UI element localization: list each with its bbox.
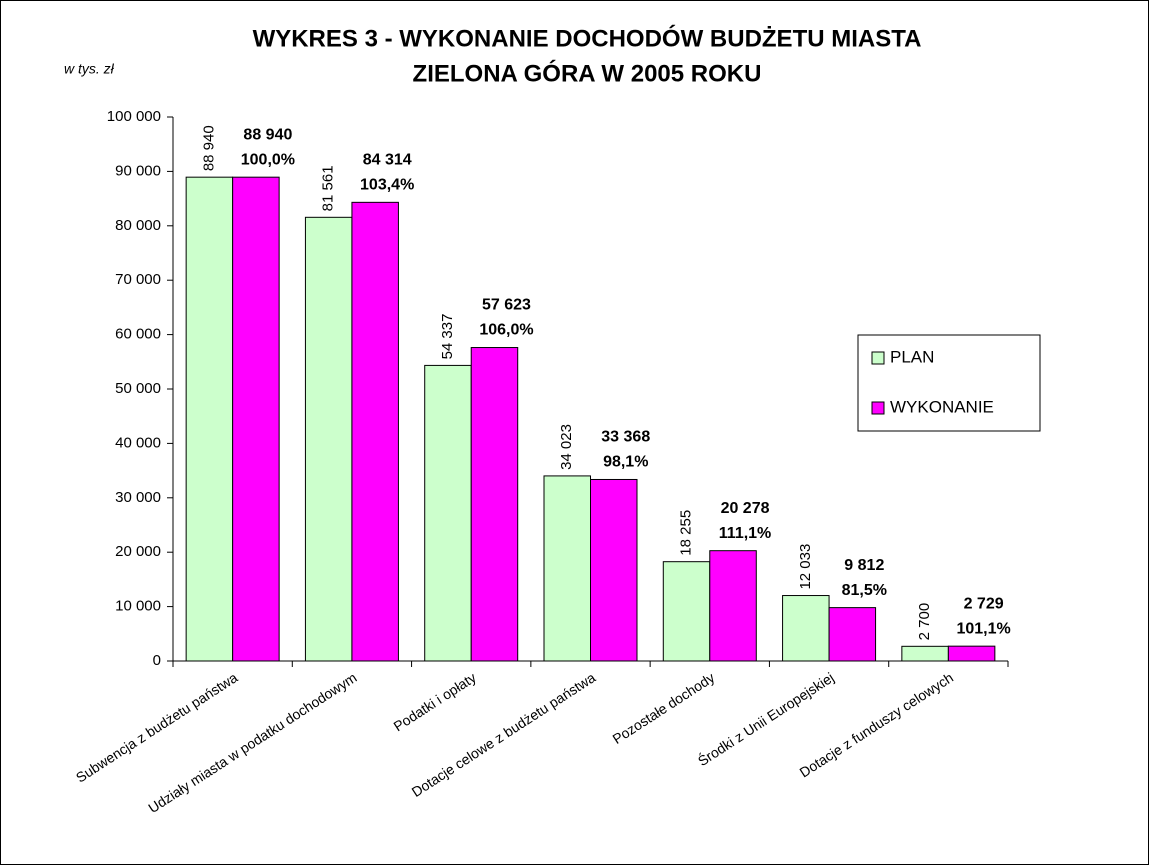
y-tick-label: 40 000 — [115, 434, 161, 451]
legend-swatch — [871, 351, 885, 365]
value-label: 88 940 — [200, 125, 217, 171]
value-label: 12 033 — [797, 544, 814, 590]
bar — [543, 475, 591, 662]
bar — [947, 645, 996, 662]
value-label: 2 729 — [964, 595, 1004, 612]
y-tick-label: 50 000 — [115, 380, 161, 397]
chart-subtitle: ZIELONA GÓRA W 2005 ROKU — [413, 59, 762, 87]
bar — [185, 176, 234, 662]
chart-title: WYKRES 3 - WYKONANIE DOCHODÓW BUDŻETU MI… — [253, 24, 922, 52]
value-label: 88 940 — [243, 126, 292, 143]
y-tick-label: 60 000 — [115, 326, 161, 343]
percent-label: 111,1% — [719, 525, 772, 542]
value-label: 18 255 — [678, 510, 695, 556]
bar — [424, 364, 472, 662]
y-tick-label: 100 000 — [107, 108, 161, 125]
value-label: 20 278 — [721, 500, 770, 517]
percent-label: 106,0% — [479, 322, 533, 339]
bar — [782, 595, 830, 662]
percent-label: 100,0% — [241, 151, 295, 168]
legend-label: PLAN — [890, 347, 934, 366]
value-label: 2 700 — [916, 603, 933, 641]
y-tick-label: 70 000 — [115, 271, 161, 288]
percent-label: 98,1% — [603, 454, 648, 471]
legend — [857, 334, 1041, 432]
bar — [232, 176, 280, 662]
bar — [709, 550, 757, 662]
y-tick-label: 90 000 — [115, 162, 161, 179]
value-label: 34 023 — [558, 424, 575, 470]
bar — [470, 347, 519, 662]
percent-label: 103,4% — [360, 177, 414, 194]
bar — [590, 478, 638, 662]
bar — [901, 645, 949, 662]
value-label: 9 812 — [844, 557, 884, 574]
bar — [351, 201, 399, 662]
value-label: 81 561 — [320, 165, 337, 211]
bar — [304, 216, 353, 662]
value-label: 33 368 — [601, 429, 650, 446]
y-tick-label: 80 000 — [115, 217, 161, 234]
y-tick-label: 20 000 — [115, 543, 161, 560]
value-label: 54 337 — [439, 314, 456, 360]
y-tick-label: 30 000 — [115, 489, 161, 506]
y-tick-label: 0 — [153, 652, 161, 669]
bar — [828, 607, 877, 662]
y-axis-label: w tys. zł — [64, 61, 115, 77]
percent-label: 81,5% — [842, 582, 887, 599]
y-tick-label: 10 000 — [115, 598, 161, 615]
value-label: 84 314 — [363, 152, 412, 169]
legend-label: WYKONANIE — [890, 397, 994, 416]
bar — [662, 561, 711, 662]
legend-swatch — [871, 401, 885, 415]
percent-label: 101,1% — [956, 620, 1010, 637]
value-label: 57 623 — [482, 297, 531, 314]
